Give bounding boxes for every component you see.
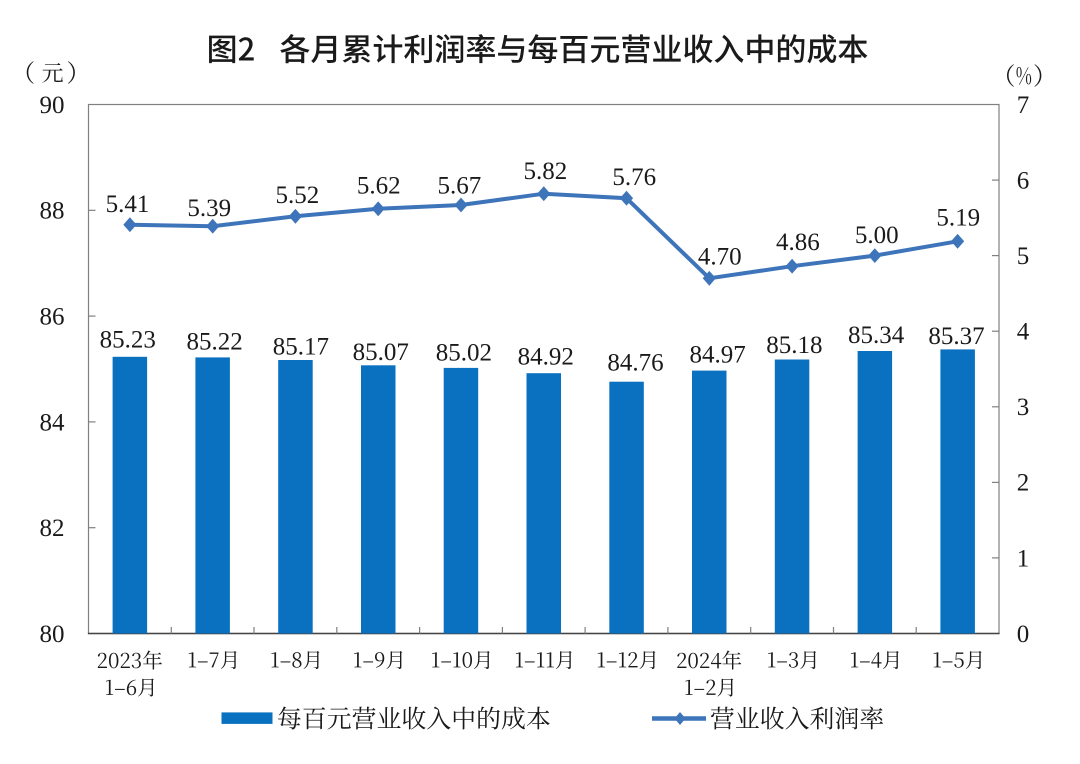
- svg-text:88: 88: [40, 198, 65, 225]
- svg-text:85.34: 85.34: [848, 322, 905, 349]
- svg-text:85.23: 85.23: [100, 326, 156, 353]
- svg-text:5.82: 5.82: [524, 158, 568, 185]
- svg-text:5.41: 5.41: [106, 191, 150, 218]
- svg-text:82: 82: [40, 515, 65, 542]
- svg-text:85.07: 85.07: [353, 339, 409, 366]
- svg-text:85.17: 85.17: [273, 334, 329, 361]
- svg-text:84.92: 84.92: [518, 344, 574, 371]
- svg-text:4: 4: [1017, 319, 1030, 346]
- svg-text:5.67: 5.67: [438, 172, 482, 199]
- svg-text:4.70: 4.70: [698, 244, 742, 271]
- svg-text:7: 7: [1017, 92, 1030, 119]
- svg-text:84: 84: [40, 409, 66, 436]
- svg-text:80: 80: [40, 621, 65, 648]
- svg-text:85.02: 85.02: [436, 339, 492, 366]
- svg-text:0: 0: [1017, 621, 1030, 648]
- svg-text:5.00: 5.00: [855, 222, 899, 249]
- svg-text:3: 3: [1017, 394, 1030, 421]
- svg-text:5.76: 5.76: [612, 164, 656, 191]
- svg-text:2: 2: [1017, 470, 1030, 497]
- svg-text:6: 6: [1017, 167, 1030, 194]
- svg-text:86: 86: [40, 304, 65, 331]
- svg-text:84.97: 84.97: [689, 341, 745, 368]
- svg-text:5.19: 5.19: [936, 204, 980, 231]
- svg-text:5: 5: [1017, 243, 1030, 270]
- svg-text:84.76: 84.76: [607, 350, 663, 377]
- svg-text:1: 1: [1017, 545, 1030, 572]
- svg-text:85.37: 85.37: [928, 323, 984, 350]
- svg-text:5.39: 5.39: [187, 195, 231, 222]
- svg-text:85.22: 85.22: [186, 328, 242, 355]
- svg-text:4.86: 4.86: [776, 229, 820, 256]
- svg-text:5.52: 5.52: [276, 182, 320, 209]
- svg-text:5.62: 5.62: [357, 172, 401, 199]
- svg-text:85.18: 85.18: [766, 332, 822, 359]
- svg-text:90: 90: [40, 92, 65, 119]
